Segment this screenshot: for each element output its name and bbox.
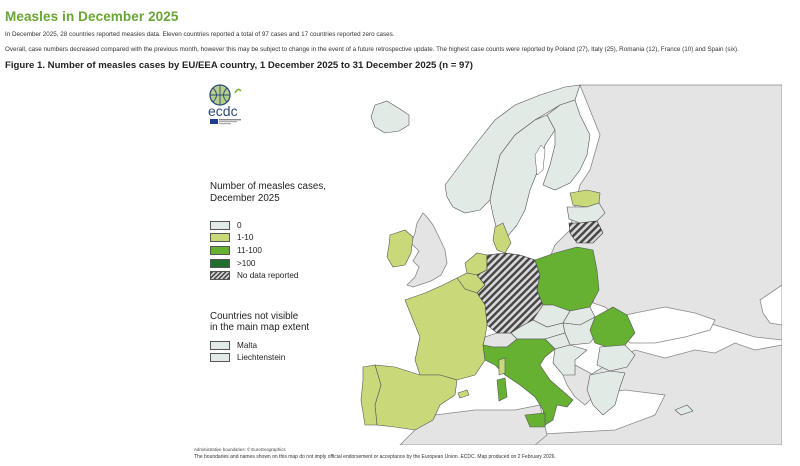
not-visible-legend-title: Countries not visible in the main map ex…	[210, 311, 380, 333]
country-poland	[534, 246, 600, 312]
footer-boundaries-credit: Administrative boundaries: © EuroGeograp…	[194, 447, 286, 452]
footer-disclaimer: The boundaries and names shown on this m…	[194, 454, 556, 460]
country-france	[404, 277, 488, 381]
legend-swatch-hatched	[210, 271, 230, 281]
country-iceland	[370, 100, 410, 134]
country-latvia	[566, 202, 606, 224]
not-visible-title-line-1: Countries not visible	[210, 311, 299, 322]
country-norway	[444, 84, 581, 214]
legend-label: Malta	[237, 340, 258, 350]
country-sweden	[489, 114, 556, 238]
legend-item-liechtenstein: Liechtenstein	[210, 352, 380, 365]
legend-item-mid: 11-100	[210, 244, 380, 257]
country-lithuania	[568, 220, 604, 244]
country-italy	[482, 338, 574, 426]
legend: Number of measles cases, December 2025 0…	[210, 181, 380, 282]
legend-title-line-2: December 2025	[210, 192, 280, 204]
figure-title: Figure 1. Number of measles cases by EU/…	[5, 60, 473, 71]
country-bulgaria	[596, 344, 636, 372]
country-finland	[542, 99, 591, 191]
country-italy-sicily	[524, 412, 546, 428]
legend-swatch	[210, 233, 230, 243]
country-greece	[586, 370, 626, 416]
legend-item-zero: 0	[210, 219, 380, 232]
legend-item-high: >100	[210, 257, 380, 270]
country-ireland	[386, 229, 414, 268]
legend-item-low: 1-10	[210, 232, 380, 245]
legend-label: 11-100	[237, 245, 262, 255]
legend-swatch	[210, 245, 230, 255]
legend-swatch	[210, 340, 230, 350]
country-cyprus	[674, 404, 694, 416]
not-visible-legend: Countries not visible in the main map ex…	[210, 311, 380, 364]
legend-label: >100	[237, 258, 256, 268]
legend-swatch	[210, 220, 230, 230]
legend-swatch	[210, 258, 230, 268]
country-france-corsica	[498, 357, 506, 376]
europe-map-svg	[360, 84, 782, 445]
ecdc-logo: ecdc	[205, 83, 257, 129]
legend-label: Liechtenstein	[237, 353, 286, 363]
legend-title: Number of measles cases, December 2025	[210, 181, 380, 204]
legend-label: 0	[237, 220, 242, 230]
not-visible-title-line-2: in the main map extent	[210, 322, 310, 333]
measles-map	[195, 75, 782, 445]
legend-label: 1-10	[237, 233, 254, 243]
globe-icon: ecdc	[208, 84, 242, 125]
svg-text:ecdc: ecdc	[208, 103, 238, 119]
legend-swatch	[210, 353, 230, 363]
page-title: Measles in December 2025	[5, 9, 179, 24]
country-denmark	[492, 222, 512, 254]
country-portugal	[360, 364, 382, 426]
country-italy-sardinia	[496, 377, 508, 402]
legend-item-no-data: No data reported	[210, 269, 380, 282]
summary-paragraph-1: In December 2025, 28 countries reported …	[5, 31, 395, 38]
legend-label: No data reported	[237, 271, 299, 281]
country-croatia	[552, 344, 588, 376]
country-spain-balearics	[457, 389, 470, 399]
legend-item-malta: Malta	[210, 339, 380, 352]
summary-paragraph-2: Overall, case numbers decreased compared…	[5, 46, 739, 53]
legend-title-line-1: Number of measles cases,	[210, 181, 326, 192]
